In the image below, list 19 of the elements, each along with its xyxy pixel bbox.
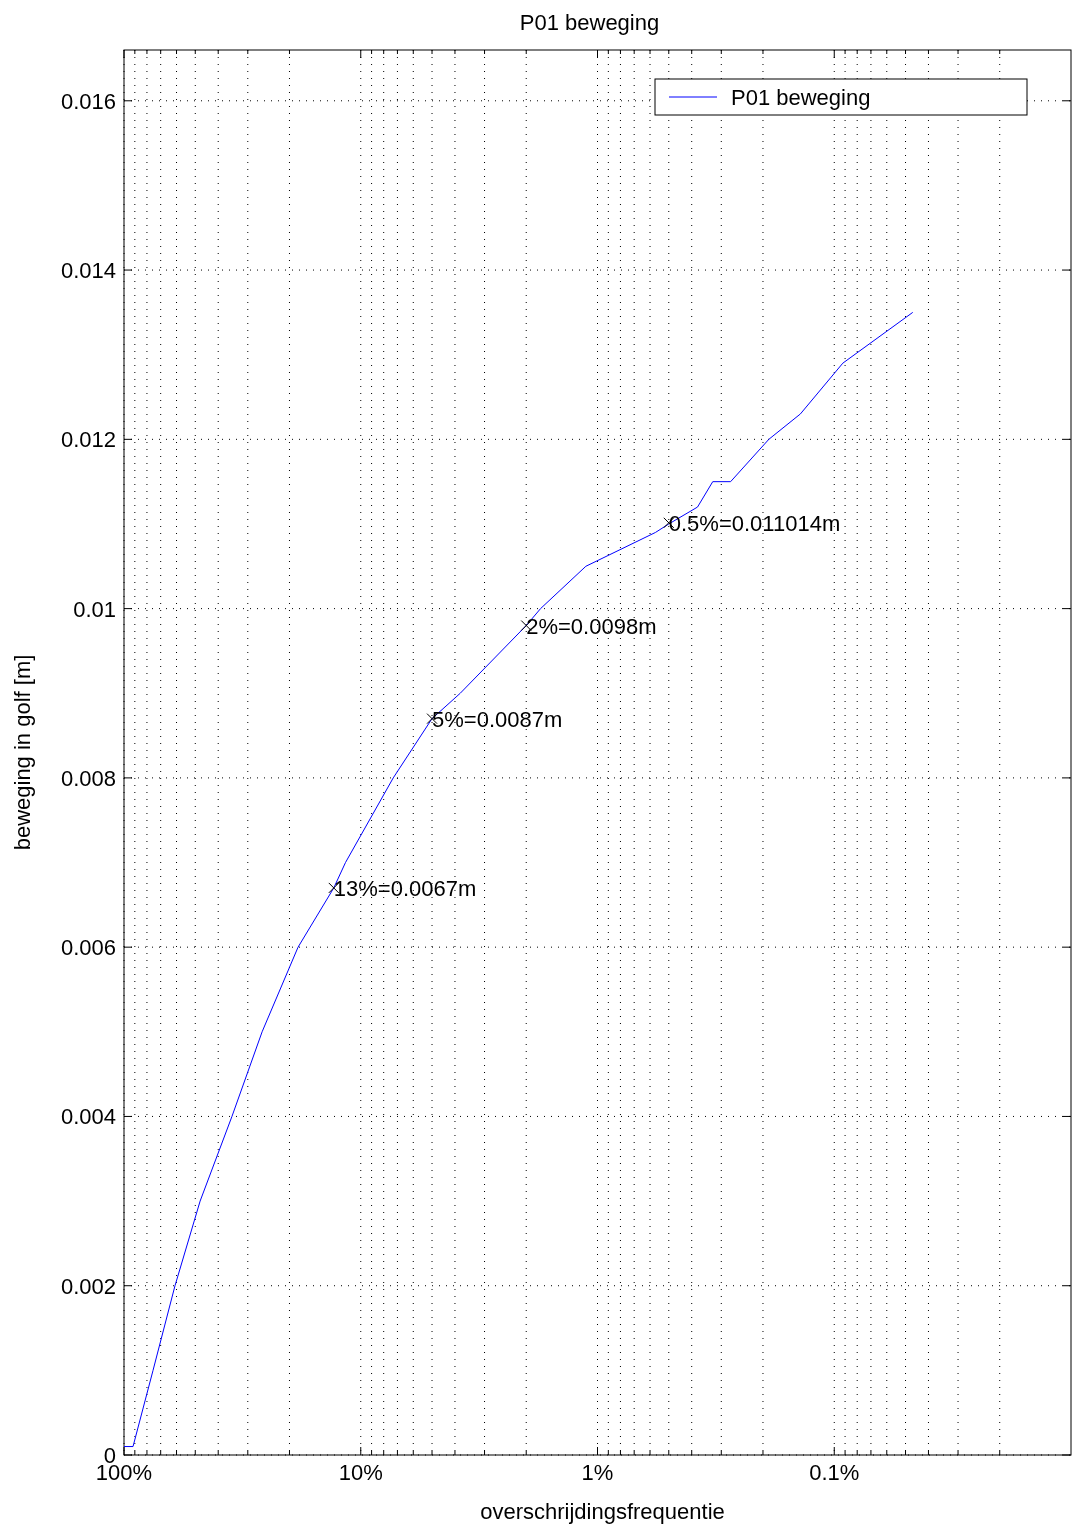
annotation: 2%=0.0098m (526, 613, 657, 639)
y-tick-label: 0.01 (73, 596, 116, 622)
y-tick-label: 0.014 (60, 258, 116, 284)
annotation: 0.5%=0.011014m (668, 510, 841, 536)
annotation: 5%=0.0087m (432, 706, 563, 732)
legend-label: P01 beweging (731, 85, 871, 110)
y-tick-label: 0.012 (60, 427, 116, 453)
y-tick-label: 0.008 (60, 765, 116, 791)
y-axis-title: beweging in golf [m] (10, 654, 35, 851)
y-tick-label: 0.016 (60, 88, 116, 114)
chart-title: P01 beweging (519, 10, 660, 35)
x-tick-label: 10% (338, 1460, 383, 1485)
x-tick-label: 0.1% (809, 1460, 860, 1485)
y-tick-label: 0.004 (60, 1104, 116, 1130)
annotation: 13%=0.0067m (333, 875, 477, 901)
y-tick-label: 0.006 (60, 935, 116, 961)
x-tick-label: 1% (581, 1460, 614, 1485)
x-axis-title: overschrijdingsfrequentie (480, 1499, 725, 1524)
y-tick-label: 0.002 (60, 1273, 116, 1299)
